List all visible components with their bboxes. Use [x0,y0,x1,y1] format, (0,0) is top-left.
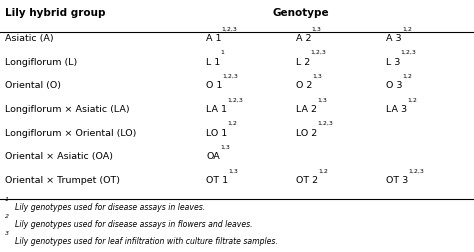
Text: 1,2,3: 1,2,3 [409,169,424,174]
Text: 1,2,3: 1,2,3 [227,98,243,103]
Text: LO 1: LO 1 [206,129,228,138]
Text: Oriental × Asiatic (OA): Oriental × Asiatic (OA) [5,152,113,162]
Text: O 2: O 2 [296,81,313,90]
Text: Lily genotypes used for leaf infiltration with culture filtrate samples.: Lily genotypes used for leaf infiltratio… [15,237,278,246]
Text: 2: 2 [5,214,9,219]
Text: O 2: O 2 [296,81,313,90]
Text: LA 3: LA 3 [386,105,408,114]
Text: LA 1: LA 1 [206,105,227,114]
Text: O 1: O 1 [206,81,223,90]
Text: OT 3: OT 3 [386,176,409,185]
Text: 1,3: 1,3 [220,145,230,150]
Text: 1,3: 1,3 [312,26,322,32]
Text: L 2: L 2 [296,58,310,67]
Text: 1,2: 1,2 [408,98,417,103]
Text: A 1: A 1 [206,34,222,43]
Text: LO 2: LO 2 [296,129,318,138]
Text: OT 2: OT 2 [296,176,319,185]
Text: OT 2: OT 2 [296,176,319,185]
Text: Asiatic (A): Asiatic (A) [5,34,54,43]
Text: OT 1: OT 1 [206,176,228,185]
Text: L 1: L 1 [206,58,220,67]
Text: A 3: A 3 [386,34,402,43]
Text: 1: 1 [5,197,9,202]
Text: LA 3: LA 3 [386,105,408,114]
Text: Lily genotypes used for disease assays in leaves.: Lily genotypes used for disease assays i… [15,203,205,212]
Text: OT 1: OT 1 [206,176,228,185]
Text: 1,2: 1,2 [319,169,328,174]
Text: LO 2: LO 2 [296,129,318,138]
Text: 1,2,3: 1,2,3 [401,50,417,55]
Text: LA 1: LA 1 [206,105,227,114]
Text: 1,2,3: 1,2,3 [310,50,327,55]
Text: LA 2: LA 2 [296,105,317,114]
Text: 1,2,3: 1,2,3 [223,74,238,79]
Text: Oriental × Trumpet (OT): Oriental × Trumpet (OT) [5,176,120,185]
Text: 1,3: 1,3 [228,169,238,174]
Text: O 1: O 1 [206,81,223,90]
Text: L 3: L 3 [386,58,401,67]
Text: Oriental (O): Oriental (O) [5,81,61,90]
Text: A 2: A 2 [296,34,312,43]
Text: L 1: L 1 [206,58,220,67]
Text: A 2: A 2 [296,34,312,43]
Text: 1,3: 1,3 [313,74,322,79]
Text: Lily hybrid group: Lily hybrid group [5,8,105,18]
Text: Longiflorum (L): Longiflorum (L) [5,58,77,67]
Text: Longiflorum × Oriental (LO): Longiflorum × Oriental (LO) [5,129,136,138]
Text: A 1: A 1 [206,34,222,43]
Text: OT 3: OT 3 [386,176,409,185]
Text: LA 2: LA 2 [296,105,317,114]
Text: A 3: A 3 [386,34,402,43]
Text: Genotype: Genotype [273,8,329,18]
Text: L 2: L 2 [296,58,310,67]
Text: 1,2,3: 1,2,3 [318,121,333,126]
Text: 1,2: 1,2 [402,26,412,32]
Text: 1,2: 1,2 [228,121,237,126]
Text: OA: OA [206,152,220,162]
Text: Longiflorum × Asiatic (LA): Longiflorum × Asiatic (LA) [5,105,129,114]
Text: O 3: O 3 [386,81,403,90]
Text: 1,2: 1,2 [403,74,413,79]
Text: 1: 1 [220,50,224,55]
Text: 1,2,3: 1,2,3 [222,26,237,32]
Text: O 3: O 3 [386,81,403,90]
Text: OA: OA [206,152,220,162]
Text: Lily genotypes used for disease assays in flowers and leaves.: Lily genotypes used for disease assays i… [15,220,253,229]
Text: 3: 3 [5,231,9,236]
Text: 1,3: 1,3 [317,98,327,103]
Text: L 3: L 3 [386,58,401,67]
Text: LO 1: LO 1 [206,129,228,138]
